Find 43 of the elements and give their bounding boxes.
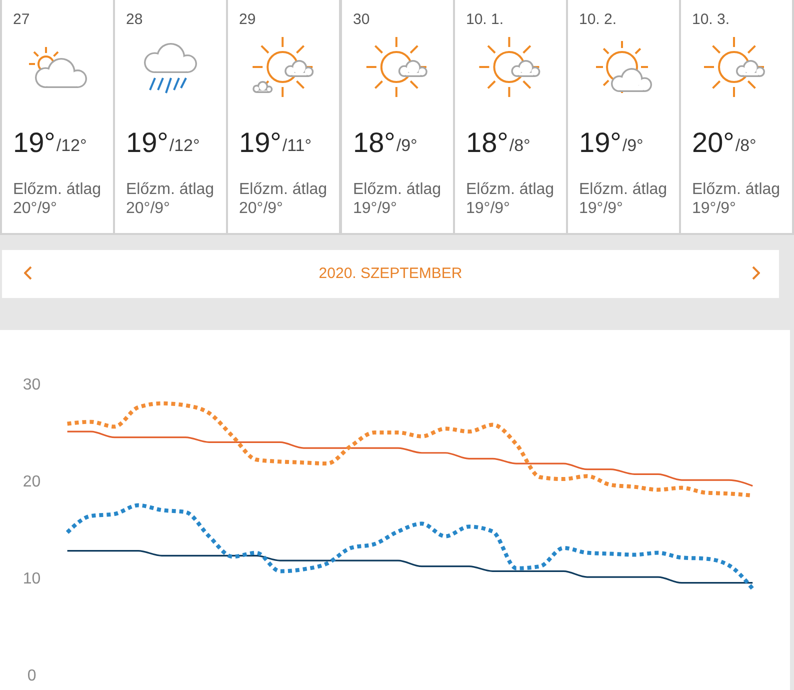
text: 20°/9° xyxy=(126,200,170,217)
text: 20°/9° xyxy=(239,200,284,217)
y-tick-label: 20 xyxy=(22,474,41,490)
text: /9° xyxy=(622,136,644,155)
text: Előzm. átlag xyxy=(466,181,554,198)
y-tick-label: 0 xyxy=(27,668,36,684)
text: /12° xyxy=(56,136,87,155)
text: 19° xyxy=(126,127,169,158)
text: 29 xyxy=(239,11,256,28)
text: 19°/9° xyxy=(352,200,397,217)
line-series xyxy=(66,550,754,584)
chart-title: 2020. SZEPTEMBER xyxy=(2,250,779,298)
text: 19°/9° xyxy=(466,200,510,217)
y-tick-label: 30 xyxy=(22,376,41,394)
text: 18° xyxy=(466,127,508,158)
text: 30 xyxy=(352,11,370,28)
text: 20°/9° xyxy=(13,200,57,217)
text: 10. 2. xyxy=(579,11,617,28)
text: 19° xyxy=(239,127,282,158)
text: 18° xyxy=(352,127,395,158)
text: Előzm. átlag xyxy=(579,181,668,198)
line-series xyxy=(66,430,754,487)
text: /11° xyxy=(282,136,312,155)
text: 28 xyxy=(126,11,143,28)
text: 19°/9° xyxy=(692,200,736,217)
text: 27 xyxy=(13,11,30,28)
text: Előzm. átlag xyxy=(13,181,102,198)
text: 20° xyxy=(692,127,735,158)
text: Előzm. átlag xyxy=(352,181,441,198)
text: 10. 1. xyxy=(466,11,504,28)
line-series xyxy=(65,503,755,591)
text: /8° xyxy=(509,136,530,155)
text: 19° xyxy=(13,127,56,158)
text: 10. 3. xyxy=(692,11,730,28)
text: Előzm. átlag xyxy=(692,181,780,198)
text: 19°/9° xyxy=(579,200,623,217)
text: Előzm. átlag xyxy=(239,181,328,198)
text: Előzm. átlag xyxy=(126,181,214,198)
text: 19° xyxy=(579,127,622,158)
text: /8° xyxy=(736,136,757,155)
y-tick-label: 10 xyxy=(22,570,41,588)
text: /12° xyxy=(170,136,200,155)
text: /9° xyxy=(396,136,417,155)
